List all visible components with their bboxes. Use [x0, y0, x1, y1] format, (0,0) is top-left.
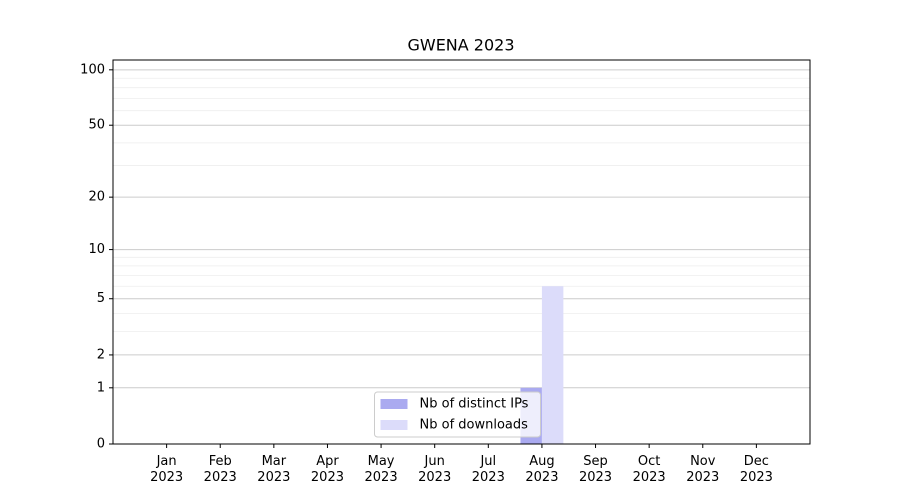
legend-label: Nb of distinct IPs — [420, 397, 529, 412]
x-tick-label: Feb 2023 — [204, 454, 237, 485]
x-tick-label: Dec 2023 — [740, 454, 773, 485]
y-tick-label: 20 — [88, 190, 105, 205]
legend-box — [374, 391, 541, 438]
x-tick-label: Jan 2023 — [150, 454, 183, 485]
plot-frame — [112, 59, 811, 445]
x-tick-label: May 2023 — [365, 454, 398, 485]
y-tick-label: 5 — [97, 291, 105, 306]
legend-swatch — [380, 399, 408, 409]
bar — [541, 286, 564, 444]
legend: Nb of distinct IPs Nb of downloads — [374, 391, 541, 438]
chart-title: GWENA 2023 — [407, 36, 514, 55]
x-tick-label: Mar 2023 — [257, 454, 290, 485]
y-tick-label: 50 — [88, 118, 105, 133]
y-tick-label: 0 — [97, 437, 105, 452]
x-tick-label: Nov 2023 — [686, 454, 719, 485]
legend-label: Nb of downloads — [420, 418, 529, 433]
x-tick-label: Jul 2023 — [472, 454, 505, 485]
legend-swatch — [380, 420, 408, 430]
y-tick-label: 1 — [97, 380, 105, 395]
x-tick-label: Sep 2023 — [579, 454, 612, 485]
x-tick-label: Jun 2023 — [418, 454, 451, 485]
x-tick-label: Aug 2023 — [525, 454, 558, 485]
x-tick-label: Oct 2023 — [633, 454, 666, 485]
x-tick-label: Apr 2023 — [311, 454, 344, 485]
y-tick-label: 10 — [88, 242, 105, 257]
y-tick-label: 2 — [97, 347, 105, 362]
y-tick-label: 100 — [80, 62, 105, 77]
